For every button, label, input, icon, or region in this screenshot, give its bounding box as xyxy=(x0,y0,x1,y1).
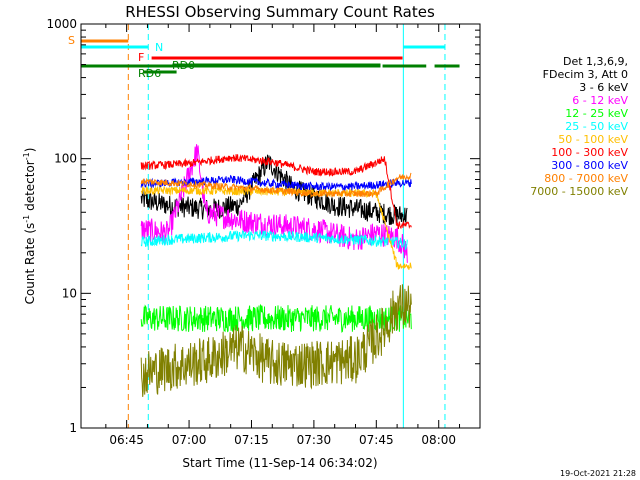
x-tick-label-3: 07:30 xyxy=(297,433,332,447)
y-tick-label-3: 1000 xyxy=(46,17,77,31)
series-line-0 xyxy=(140,154,408,226)
legend-header-line-1: Det 1,3,6,9, xyxy=(563,55,628,68)
axis-ticks: 06:45 07:00 07:15 07:30 07:45 08:00 1 10 100 1000 xyxy=(46,17,480,447)
legend-entry-2: 12 - 25 keV xyxy=(565,107,628,120)
series-line-7 xyxy=(140,172,412,199)
legend: Det 1,3,6,9, FDecim 3, Att 0 3 - 6 keV6 … xyxy=(530,55,628,198)
flag-label-2: F xyxy=(138,51,144,64)
series-line-8 xyxy=(140,284,412,397)
legend-entry-6: 300 - 800 keV xyxy=(551,159,628,172)
x-tick-label-5: 08:00 xyxy=(421,433,456,447)
plot-frame xyxy=(80,23,481,429)
x-tick-label-0: 06:45 xyxy=(109,433,144,447)
y-tick-label-0: 1 xyxy=(69,421,77,435)
y-axis-label-sup1: -1 xyxy=(22,215,31,223)
y-tick-label-2: 100 xyxy=(54,152,77,166)
y-axis-label: Count Rate (s-1 detector-1) xyxy=(22,148,37,305)
legend-entry-7: 800 - 7000 keV xyxy=(544,172,628,185)
legend-entry-1: 6 - 12 keV xyxy=(572,94,628,107)
flag-label-3: RD6 xyxy=(138,67,161,80)
series-line-3 xyxy=(140,229,408,251)
chart-title: RHESSI Observing Summary Count Rates xyxy=(125,3,435,21)
y-axis-label-sup2: -1 xyxy=(22,152,31,160)
y-axis-label-main: Count Rate (s xyxy=(23,223,37,305)
legend-entry-4: 50 - 100 keV xyxy=(558,133,628,146)
x-tick-label-2: 07:15 xyxy=(234,433,269,447)
generation-timestamp: 19-Oct-2021 21:28 xyxy=(560,469,636,478)
legend-entry-5: 100 - 300 keV xyxy=(551,146,628,159)
flag-label-0: S xyxy=(68,34,75,47)
y-axis-label-end: ) xyxy=(23,148,37,153)
legend-entry-3: 25 - 50 keV xyxy=(565,120,628,133)
flag-label-1: N xyxy=(155,41,163,54)
series-layer xyxy=(140,144,412,397)
legend-entry-0: 3 - 6 keV xyxy=(579,81,628,94)
y-tick-label-1: 10 xyxy=(62,286,77,300)
x-axis-label: Start Time (11-Sep-14 06:34:02) xyxy=(182,456,377,470)
legend-entry-8: 7000 - 15000 keV xyxy=(530,185,628,198)
legend-header-line-2: FDecim 3, Att 0 xyxy=(543,68,628,81)
series-line-5 xyxy=(140,154,412,230)
series-line-2 xyxy=(140,303,412,333)
series-line-6 xyxy=(140,174,412,192)
x-tick-label-1: 07:00 xyxy=(172,433,207,447)
y-axis-label-mid: detector xyxy=(23,160,37,215)
x-tick-label-4: 07:45 xyxy=(359,433,394,447)
